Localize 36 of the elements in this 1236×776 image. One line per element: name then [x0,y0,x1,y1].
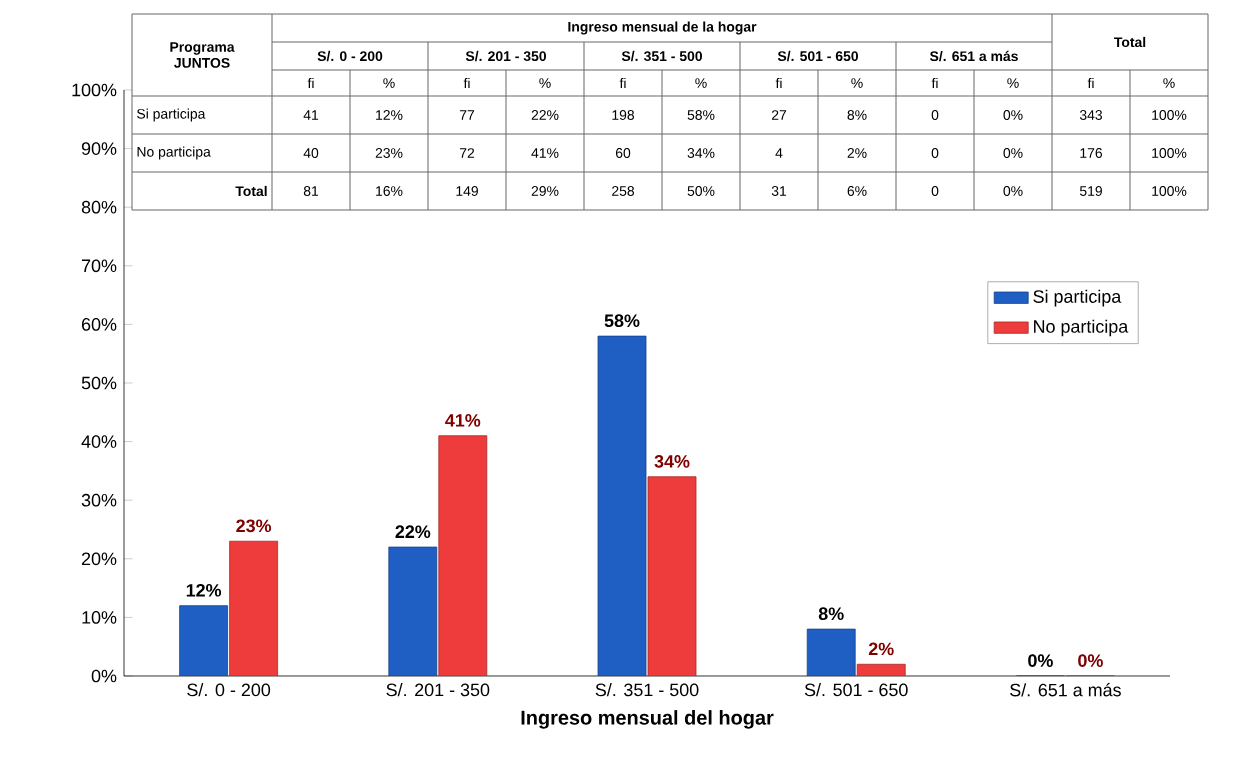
data-label: 8% [818,607,844,621]
y-tick-label: 60% [81,318,117,331]
x-tick-label: S/. 0 - 200 [187,683,271,697]
y-tick-label: 0% [91,669,117,683]
data-label: 23% [236,519,272,533]
bar [179,605,229,676]
bar [647,476,697,676]
data-label: 0% [1078,654,1103,667]
bar [806,628,856,676]
x-tick-label: S/. 651 a más [1010,683,1121,697]
y-tick-label: 50% [81,376,117,390]
data-label: 34% [654,454,690,468]
y-tick-label: 20% [81,552,117,566]
y-tick-label: 90% [81,142,117,155]
x-tick-label: S/. 351 - 500 [595,683,699,697]
legend-label: No participa [1034,319,1129,337]
data-label: 22% [395,525,431,539]
y-tick-label: 80% [81,200,117,214]
bar [388,546,438,676]
y-tick-label: 70% [81,259,117,273]
bar [229,540,279,676]
data-label: 12% [186,583,222,597]
data-label: 0% [1028,654,1053,667]
data-label: 41% [445,414,481,427]
x-tick-label: S/. 201 - 350 [386,683,490,697]
data-label: 58% [604,314,640,328]
x-tick-label: S/. 501 - 650 [804,683,908,697]
legend-label: Si participa [1033,289,1122,307]
y-tick-label: 40% [81,435,117,448]
bar [438,435,488,676]
x-axis-title: Ingreso mensual del hogar [521,710,774,729]
y-tick-label: 100% [72,83,117,97]
data-label: 2% [868,642,894,656]
y-tick-label: 10% [82,611,117,624]
bar [597,335,647,676]
y-tick-label: 30% [81,493,117,507]
